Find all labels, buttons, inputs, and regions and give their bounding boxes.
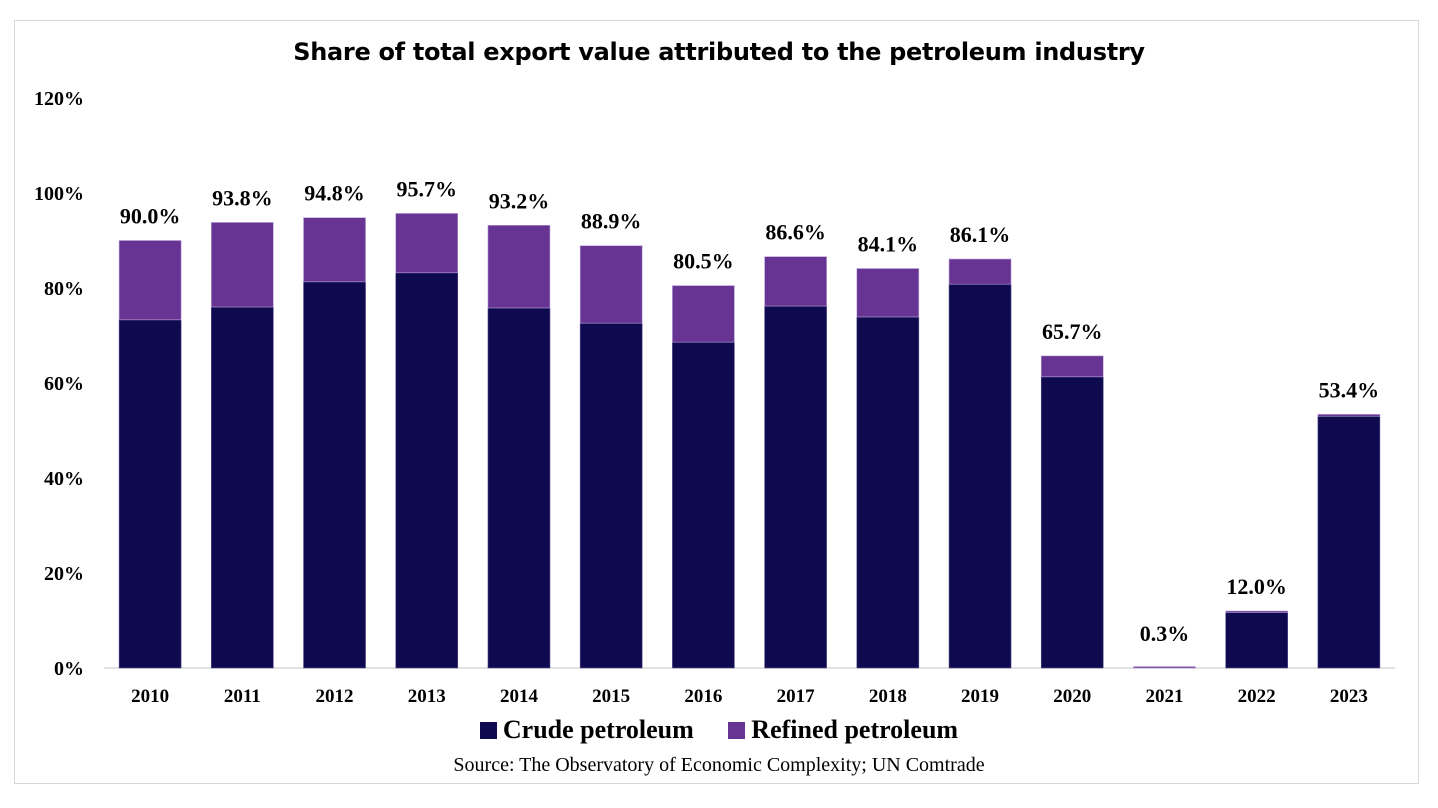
bar-refined-2010 [118,240,182,321]
data-label-2017: 86.6% [765,220,826,245]
bar-group-2014: 93.2% [487,188,551,669]
bar-refined-2011 [211,222,274,308]
data-label-2011: 93.8% [212,185,273,210]
bar-group-2022: 12.0% [1225,574,1288,669]
x-tick-label: 2021 [1145,686,1183,707]
bar-crude-2020 [1040,376,1104,669]
bar-crude-2023 [1317,415,1381,669]
y-tick-label: 40% [44,468,84,490]
x-tick-label: 2012 [316,686,354,707]
data-label-2010: 90.0% [120,204,181,229]
bar-crude-2022 [1225,612,1288,669]
data-label-2016: 80.5% [673,249,734,274]
y-tick-label: 60% [44,373,84,395]
x-tick-label: 2018 [869,686,907,707]
bars: 90.0% 93.8% 94.8% 95.7% 93.2% 88.9% 80.5% 86.6%… [118,176,1381,669]
x-tick-label: 2019 [961,686,999,707]
x-tick-label: 2013 [408,686,446,707]
x-tick-label: 2023 [1330,686,1368,707]
bar-refined-2022 [1225,610,1288,613]
data-label-2015: 88.9% [581,209,642,234]
bar-crude-2015 [579,322,643,669]
data-label-2012: 94.8% [304,181,365,206]
bar-group-2012: 94.8% [303,181,366,669]
bar-refined-2012 [303,217,366,283]
bar-crude-2010 [118,319,182,669]
bar-group-2016: 80.5% [672,249,735,669]
y-tick-label: 100% [34,183,84,205]
bar-group-2011: 93.8% [211,185,274,669]
bar-refined-2021 [1133,666,1196,669]
bar-group-2023: 53.4% [1317,377,1381,669]
source-note: Source: The Observatory of Economic Comp… [453,754,985,776]
y-axis: 0% 20% 40% 60% 80% 100% 120% [34,88,84,680]
legend: Crude petroleum Refined petroleum [0,715,1438,746]
bar-refined-2014 [487,225,551,309]
data-label-2020: 65.7% [1042,319,1103,344]
x-tick-label: 2015 [592,686,630,707]
data-label-2023: 53.4% [1319,377,1380,402]
bar-refined-2023 [1317,414,1381,417]
x-tick-label: 2010 [131,686,169,707]
bar-crude-2013 [395,272,459,669]
bar-crude-2014 [487,307,551,669]
legend-swatch-crude [479,721,497,739]
legend-label-refined: Refined petroleum [751,715,959,744]
x-tick-label: 2022 [1238,686,1276,707]
y-tick-label: 0% [54,658,84,680]
bar-refined-2020 [1040,355,1104,378]
bar-refined-2018 [856,268,920,318]
bar-crude-2012 [303,281,366,669]
x-tick-label: 2020 [1053,686,1091,707]
y-tick-label: 120% [34,88,84,110]
data-label-2021: 0.3% [1140,621,1190,646]
chart-title: Share of total export value attributed t… [293,38,1145,66]
y-tick-label: 80% [44,278,84,300]
bar-refined-2017 [764,256,827,307]
data-label-2013: 95.7% [397,176,458,201]
data-label-2018: 84.1% [858,232,919,257]
bar-group-2013: 95.7% [395,176,459,669]
bar-group-2015: 88.9% [579,209,643,669]
data-label-2022: 12.0% [1226,574,1287,599]
x-tick-label: 2016 [684,686,722,707]
x-tick-label: 2014 [500,686,539,707]
data-label-2019: 86.1% [950,222,1011,247]
bar-refined-2013 [395,213,459,274]
bar-crude-2011 [211,306,274,669]
x-tick-label: 2011 [224,686,261,707]
bar-crude-2018 [856,316,920,669]
bar-group-2010: 90.0% [118,204,182,669]
bar-group-2021: 0.3% [1133,621,1196,669]
y-tick-label: 20% [44,563,84,585]
bar-group-2018: 84.1% [856,232,920,669]
bar-group-2017: 86.6% [764,220,827,669]
bar-group-2019: 86.1% [948,222,1012,669]
x-tick-label: 2017 [777,686,816,707]
bar-refined-2016 [672,285,735,343]
legend-swatch-refined [728,721,746,739]
legend-label-crude: Crude petroleum [502,715,694,744]
bar-group-2020: 65.7% [1040,319,1104,669]
data-label-2014: 93.2% [489,188,550,213]
legend-item-refined: Refined petroleum [728,715,958,745]
bar-refined-2015 [579,245,643,324]
bar-crude-2019 [948,283,1012,669]
bar-refined-2019 [948,258,1012,285]
x-axis: 2010 2011 2012 2013 2014 2015 2016 2017 2018 2019… [131,686,1368,707]
legend-item-crude: Crude petroleum [479,715,694,745]
bar-crude-2016 [672,341,735,669]
bar-crude-2017 [764,305,827,669]
